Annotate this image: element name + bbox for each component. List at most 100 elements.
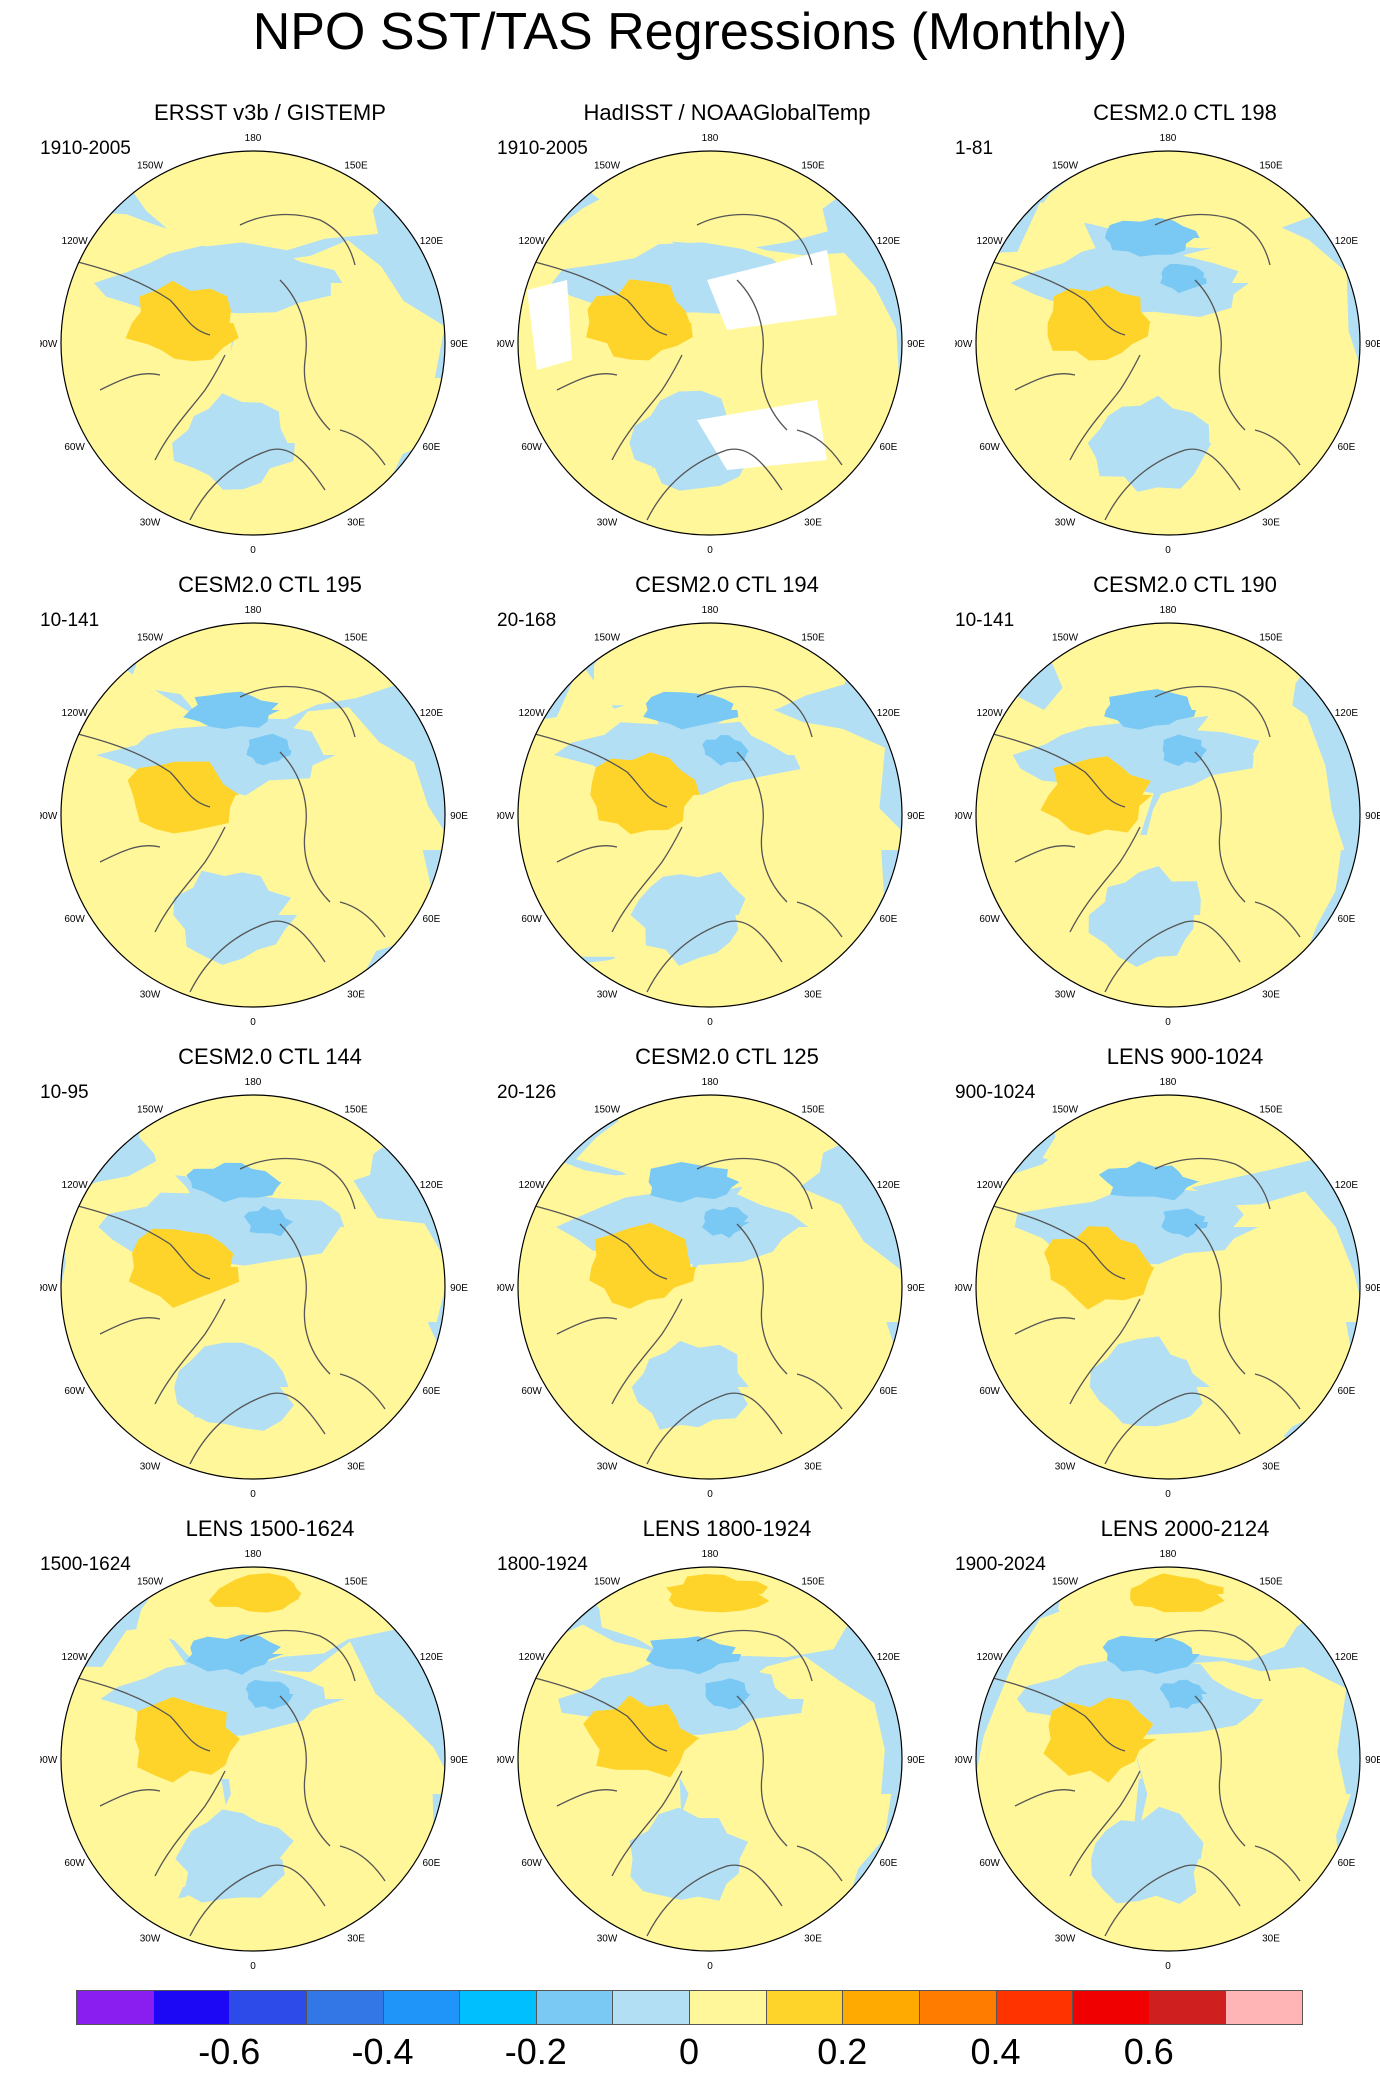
longitude-label: 60E bbox=[423, 1858, 441, 1869]
coastlines bbox=[984, 1629, 1301, 1937]
longitude-label: 90W bbox=[955, 1755, 973, 1766]
longitude-label: 150W bbox=[1052, 1105, 1079, 1116]
longitude-label: 30E bbox=[804, 517, 822, 528]
longitude-label: 60W bbox=[521, 1386, 542, 1397]
longitude-label: 180 bbox=[702, 133, 719, 144]
coastlines bbox=[526, 1157, 843, 1465]
longitude-label: 90W bbox=[497, 1755, 515, 1766]
panel-title: CESM2.0 CTL 125 bbox=[635, 1044, 819, 1069]
panel-title: CESM2.0 CTL 198 bbox=[1093, 100, 1277, 125]
colorbar-box bbox=[842, 1990, 920, 2025]
colorbar-box bbox=[76, 1990, 154, 2025]
longitude-label: 60W bbox=[64, 1386, 85, 1397]
longitude-label: 150W bbox=[594, 1105, 621, 1116]
coastlines bbox=[526, 213, 843, 521]
longitude-label: 30E bbox=[347, 1461, 365, 1472]
longitude-label: 30W bbox=[140, 1933, 161, 1944]
longitude-label: 0 bbox=[1165, 1961, 1171, 1972]
longitude-label: 120W bbox=[62, 708, 89, 719]
panel-years: 10-141 bbox=[955, 610, 1015, 631]
colorbar-label: 0.6 bbox=[1123, 2031, 1174, 2072]
panel-title: LENS 1800-1924 bbox=[642, 1516, 812, 1541]
coastlines bbox=[526, 1629, 843, 1937]
panel-years: 10-141 bbox=[40, 610, 100, 631]
longitude-label: 90W bbox=[40, 1283, 58, 1294]
polar-map: 180 150E 120E 90E 60E 30E 0 30W 60W 90W 120W 150W bbox=[497, 133, 925, 556]
longitude-label: 90W bbox=[955, 811, 973, 822]
longitude-label: 150W bbox=[1052, 1577, 1079, 1588]
colorbar-label: 0.2 bbox=[817, 2031, 868, 2072]
longitude-label: 180 bbox=[1160, 133, 1177, 144]
longitude-label: 30E bbox=[1262, 1933, 1280, 1944]
map-panel: ERSST v3b / GISTEMP 180 150E 120E 90E 60E 30E 0… bbox=[40, 100, 468, 556]
longitude-label: 0 bbox=[1165, 1017, 1171, 1028]
longitude-label: 120E bbox=[1335, 1652, 1359, 1663]
longitude-label: 120W bbox=[62, 1652, 89, 1663]
regression-field bbox=[61, 151, 445, 535]
longitude-label: 60E bbox=[1338, 1386, 1356, 1397]
longitude-label: 180 bbox=[1160, 605, 1177, 616]
longitude-label: 60W bbox=[979, 914, 1000, 925]
longitude-label: 180 bbox=[1160, 1077, 1177, 1088]
colorbar-box bbox=[1148, 1990, 1227, 2025]
longitude-label: 150E bbox=[1259, 1105, 1283, 1116]
longitude-label: 150E bbox=[801, 633, 825, 644]
colorbar-label: -0.6 bbox=[198, 2031, 261, 2072]
longitude-label: 30W bbox=[1055, 1933, 1076, 1944]
longitude-label: 180 bbox=[702, 605, 719, 616]
longitude-label: 90E bbox=[907, 1755, 925, 1766]
longitude-label: 90E bbox=[1365, 1283, 1380, 1294]
panel-years: 1910-2005 bbox=[497, 138, 588, 159]
longitude-label: 180 bbox=[702, 1077, 719, 1088]
polar-map: 180 150E 120E 90E 60E 30E 0 30W 60W 90W 120W 150W bbox=[955, 605, 1380, 1028]
longitude-label: 90E bbox=[450, 811, 468, 822]
longitude-label: 90E bbox=[1365, 811, 1380, 822]
polar-map: 180 150E 120E 90E 60E 30E 0 30W 60W 90W 120W 150W bbox=[497, 1077, 925, 1500]
panel-title: LENS 2000-2124 bbox=[1100, 1516, 1270, 1541]
panel-title: CESM2.0 CTL 144 bbox=[178, 1044, 362, 1069]
longitude-label: 30E bbox=[804, 989, 822, 1000]
longitude-label: 60W bbox=[521, 442, 542, 453]
longitude-label: 0 bbox=[707, 1017, 713, 1028]
panel-title: HadISST / NOAAGlobalTemp bbox=[583, 100, 871, 125]
map-panel: CESM2.0 CTL 144 180 150E 120E 90E 60E 30E 0 30W 6… bbox=[40, 1044, 468, 1500]
longitude-label: 90W bbox=[40, 1755, 58, 1766]
longitude-label: 120E bbox=[420, 708, 444, 719]
longitude-label: 0 bbox=[250, 1017, 256, 1028]
colorbar-box bbox=[229, 1990, 307, 2025]
longitude-label: 60E bbox=[423, 914, 441, 925]
colorbar-label: -0.2 bbox=[504, 2031, 567, 2072]
longitude-label: 60E bbox=[1338, 914, 1356, 925]
longitude-label: 90E bbox=[1365, 1755, 1380, 1766]
longitude-label: 150W bbox=[137, 1577, 164, 1588]
longitude-label: 120E bbox=[420, 236, 444, 247]
longitude-label: 120E bbox=[420, 1180, 444, 1191]
longitude-label: 60W bbox=[64, 1858, 85, 1869]
longitude-label: 30W bbox=[597, 517, 618, 528]
longitude-label: 60W bbox=[979, 442, 1000, 453]
polar-map: 180 150E 120E 90E 60E 30E 0 30W 60W 90W 120W 150W bbox=[40, 1549, 468, 1972]
longitude-label: 60E bbox=[423, 442, 441, 453]
colorbar-box bbox=[535, 1990, 614, 2025]
longitude-label: 90W bbox=[40, 811, 58, 822]
longitude-label: 30E bbox=[1262, 1461, 1280, 1472]
longitude-label: 60E bbox=[423, 1386, 441, 1397]
longitude-label: 0 bbox=[250, 1489, 256, 1500]
longitude-label: 60E bbox=[880, 442, 898, 453]
longitude-label: 0 bbox=[1165, 545, 1171, 556]
panel-years: 1900-2024 bbox=[955, 1554, 1046, 1575]
longitude-label: 150W bbox=[594, 633, 621, 644]
longitude-label: 120W bbox=[977, 236, 1004, 247]
coastlines bbox=[984, 685, 1301, 993]
longitude-label: 90E bbox=[907, 811, 925, 822]
longitude-label: 90E bbox=[450, 339, 468, 350]
longitude-label: 30E bbox=[1262, 517, 1280, 528]
longitude-label: 120W bbox=[519, 236, 546, 247]
map-panel: CESM2.0 CTL 194 180 150E 120E 90E 60E 30E 0 30W 6… bbox=[497, 572, 925, 1028]
longitude-label: 180 bbox=[702, 1549, 719, 1560]
longitude-label: 180 bbox=[245, 1077, 262, 1088]
longitude-label: 30W bbox=[1055, 989, 1076, 1000]
coastlines bbox=[69, 1629, 386, 1937]
longitude-label: 150E bbox=[344, 1105, 368, 1116]
longitude-label: 120W bbox=[62, 236, 89, 247]
